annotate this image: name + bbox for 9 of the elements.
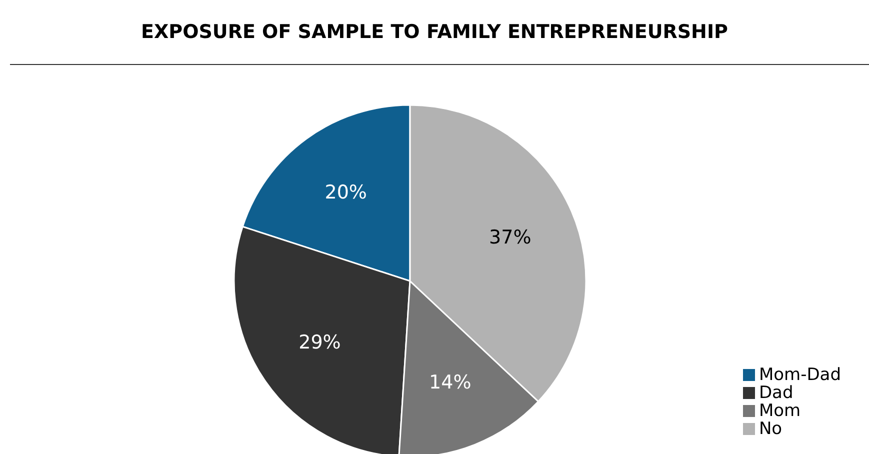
legend-label: Mom-Dad — [758, 365, 841, 385]
data-label: 20% — [324, 182, 367, 204]
legend-label: Dad — [758, 383, 794, 403]
data-label: 37% — [489, 226, 532, 249]
legend-label: No — [758, 419, 782, 439]
data-label: 29% — [298, 331, 341, 354]
data-label: 14% — [429, 371, 472, 394]
chart-title: EXPOSURE OF SAMPLE TO FAMILY ENTREPRENEURSHIP — [140, 20, 729, 45]
legend-label: Mom — [758, 401, 801, 421]
